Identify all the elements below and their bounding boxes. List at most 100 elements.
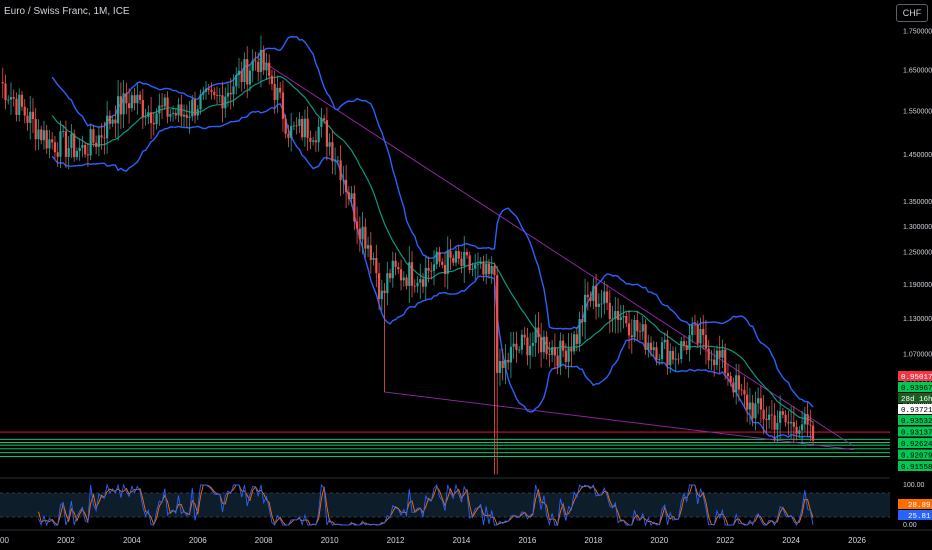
candle [169, 109, 172, 122]
candle [559, 332, 562, 376]
candle-body [740, 389, 743, 391]
price-tag-bg [898, 438, 932, 448]
currency-button[interactable]: CHF [896, 4, 928, 22]
candle-body [152, 123, 155, 125]
candle [735, 363, 738, 405]
candle [490, 256, 493, 284]
candle [229, 78, 232, 110]
candle-body [430, 270, 433, 272]
candle-body [64, 131, 68, 157]
candle [674, 346, 677, 373]
candle [358, 216, 361, 252]
candle-body [625, 316, 628, 324]
candle [254, 51, 257, 71]
time-tick-label: 2014 [453, 536, 471, 545]
candle-body [149, 112, 153, 124]
candle [303, 109, 307, 147]
osc-axis-label: 0.00 [903, 522, 917, 529]
candle-body [386, 273, 389, 294]
candle [29, 95, 32, 140]
candle-body [246, 59, 249, 85]
candle [193, 91, 197, 124]
candle-body [768, 414, 771, 420]
candle-body [449, 250, 452, 258]
candle [759, 385, 762, 423]
candle-body [509, 346, 513, 363]
candle-body [463, 251, 466, 266]
candle [42, 120, 46, 150]
candle [594, 273, 598, 320]
candle [117, 80, 120, 141]
candle-body [281, 92, 285, 119]
candle-body [193, 99, 197, 116]
price-tick-label: 1.550000 [903, 108, 932, 115]
candle [232, 74, 235, 107]
candle [482, 255, 485, 282]
candle-body [476, 263, 480, 265]
candle-body [501, 361, 504, 368]
candle [353, 185, 356, 231]
candle-body [504, 359, 507, 368]
candle-body [452, 257, 455, 263]
candle [7, 95, 10, 105]
candle [702, 314, 705, 350]
price-tag-bg [898, 449, 932, 460]
candle-body [592, 285, 595, 301]
trendlines [256, 57, 854, 451]
candle-body [166, 97, 169, 117]
candle [237, 57, 241, 89]
candle [765, 406, 768, 433]
price-tick-label: 1.350000 [903, 199, 932, 206]
price-tag-label: 0.915585 [901, 464, 932, 472]
candle-body [408, 262, 411, 286]
candle [660, 336, 664, 365]
candle [781, 407, 784, 419]
candle-body [809, 424, 812, 426]
candle [325, 107, 328, 161]
candle-body [770, 414, 773, 416]
candle-body [589, 297, 592, 301]
candle-body [660, 342, 664, 360]
candle [386, 261, 389, 306]
candle-body [465, 251, 469, 256]
candle-body [529, 345, 532, 356]
price-tick-label: 1.130000 [903, 316, 932, 323]
candle-body [644, 324, 647, 350]
candle-body [438, 251, 441, 262]
candle-body [468, 255, 471, 270]
candle [776, 410, 779, 443]
candle [111, 116, 114, 128]
candle-body [334, 160, 337, 162]
candle [81, 135, 84, 158]
candle [696, 320, 699, 348]
time-tick-label: 2004 [123, 536, 141, 545]
candle [119, 82, 122, 129]
candle-body [479, 261, 482, 264]
candle [652, 340, 655, 357]
candle [185, 104, 188, 129]
candle [62, 125, 65, 138]
candle [803, 407, 806, 432]
candle [605, 284, 609, 311]
candle [97, 126, 100, 157]
candle [597, 293, 600, 318]
candle [221, 81, 224, 123]
candle [608, 289, 611, 334]
candle-body [691, 324, 694, 336]
candle [699, 317, 702, 355]
candle [548, 341, 551, 368]
candle-body [732, 382, 735, 393]
candle [446, 236, 449, 290]
candle-body [748, 402, 752, 410]
candle [361, 212, 364, 255]
candle [603, 280, 606, 315]
candle-body [122, 93, 125, 115]
candle [512, 331, 515, 359]
candle [56, 142, 59, 168]
candle [391, 251, 394, 288]
candle [224, 87, 227, 118]
candle-body [128, 103, 131, 109]
candle [188, 101, 191, 134]
price-tick-label: 1.190000 [903, 282, 932, 289]
